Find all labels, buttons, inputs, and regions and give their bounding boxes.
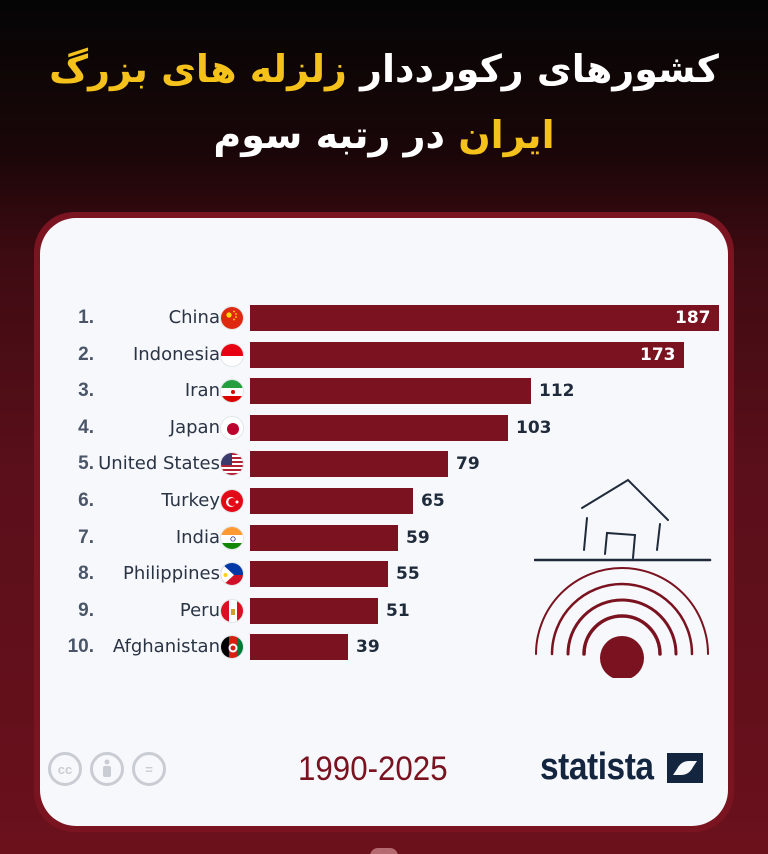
chart-row: 10. Afghanistan 39 [40, 634, 728, 661]
indonesia-flag-icon [220, 342, 244, 367]
country-label: Turkey [161, 490, 220, 511]
country-label: Afghanistan [112, 636, 220, 658]
turkey-flag-icon [220, 489, 244, 513]
bar[interactable] [250, 341, 684, 368]
headline-line1-highlight: زلزله های بزرگ [49, 47, 347, 91]
value-label: 59 [406, 527, 430, 548]
bar[interactable] [250, 451, 448, 478]
chart-row: 9. Peru 51 [40, 597, 728, 624]
chart-row: 5. United States 79 [40, 451, 728, 478]
value-label: 103 [516, 417, 552, 438]
headline-line1-white: کشورهای رکورددار [360, 47, 719, 91]
country-label: Japan [169, 416, 220, 438]
rank-label: 9. [78, 599, 94, 621]
bar[interactable] [250, 378, 531, 405]
value-label: 187 [675, 308, 711, 328]
rank-label: 7. [78, 526, 94, 548]
peru-flag-icon [220, 598, 244, 623]
chart-row: 2. Indonesia 173 [40, 341, 728, 368]
statista-brand[interactable]: statista [540, 746, 704, 789]
bar[interactable] [250, 414, 508, 441]
japan-flag-icon [220, 415, 244, 440]
iran-flag-icon [220, 379, 244, 404]
rank-label: 6. [78, 490, 94, 511]
chart-row: 7. India 59 [40, 524, 728, 551]
value-label: 55 [396, 564, 420, 585]
value-label: 79 [456, 454, 480, 475]
rank-label: 1. [78, 307, 94, 328]
value-label: 51 [386, 600, 410, 621]
value-label: 173 [640, 344, 676, 365]
year-range: 1990-2025 [298, 750, 448, 788]
chart-row: 8. Philippines 55 [40, 561, 728, 588]
afghanistan-flag-icon [220, 635, 244, 660]
bar[interactable] [250, 488, 413, 514]
country-label: Peru [179, 599, 220, 621]
chart-row: 1. China 187 [40, 305, 728, 331]
country-label: Indonesia [132, 343, 220, 365]
no-derivatives-icon[interactable]: = [132, 752, 166, 786]
chart-row: 3. Iran 112 [40, 378, 728, 405]
headline-line2-white: در رتبه سوم [213, 113, 445, 157]
bar[interactable] [250, 597, 378, 624]
bar[interactable] [250, 524, 398, 551]
headline: کشورهای رکورددار زلزله های بزرگ ایران در… [0, 36, 768, 168]
country-label: United States [98, 453, 220, 475]
bar[interactable] [250, 305, 719, 331]
attribution-person-icon[interactable] [90, 752, 124, 786]
rank-label: 4. [78, 416, 94, 438]
bar[interactable] [250, 561, 388, 588]
country-label: China [168, 307, 220, 328]
statista-logo-icon [667, 752, 704, 783]
country-label: Iran [184, 380, 220, 402]
rank-label: 10. [67, 636, 94, 658]
rank-label: 8. [78, 563, 94, 585]
rank-label: 2. [78, 343, 94, 365]
brand-name: statista [540, 746, 654, 788]
value-label: 39 [356, 637, 380, 658]
value-label: 112 [539, 381, 575, 402]
china-flag-icon [220, 306, 244, 330]
chart-card: 1. China 187 2. Indonesia 173 3. Iran 112 4. Japan… [40, 218, 728, 826]
headline-line-1: کشورهای رکورددار زلزله های بزرگ [0, 36, 768, 102]
creative-commons-icon[interactable]: cc [48, 752, 82, 786]
country-label: Philippines [123, 563, 220, 585]
license-icons: cc = [48, 752, 166, 786]
value-label: 65 [421, 491, 445, 511]
headline-line2-highlight: ایران [458, 113, 555, 157]
rank-label: 3. [78, 380, 94, 402]
bar[interactable] [250, 634, 348, 661]
home-indicator [370, 848, 398, 854]
chart-row: 4. Japan 103 [40, 414, 728, 441]
earthquake-house-icon [534, 478, 712, 678]
headline-line-2: ایران در رتبه سوم [0, 102, 768, 168]
usa-flag-icon [220, 452, 244, 477]
philippines-flag-icon [220, 562, 244, 587]
country-label: India [175, 526, 220, 548]
rank-label: 5. [78, 453, 94, 475]
india-flag-icon [220, 525, 244, 550]
chart-row: 6. Turkey 65 [40, 488, 728, 514]
